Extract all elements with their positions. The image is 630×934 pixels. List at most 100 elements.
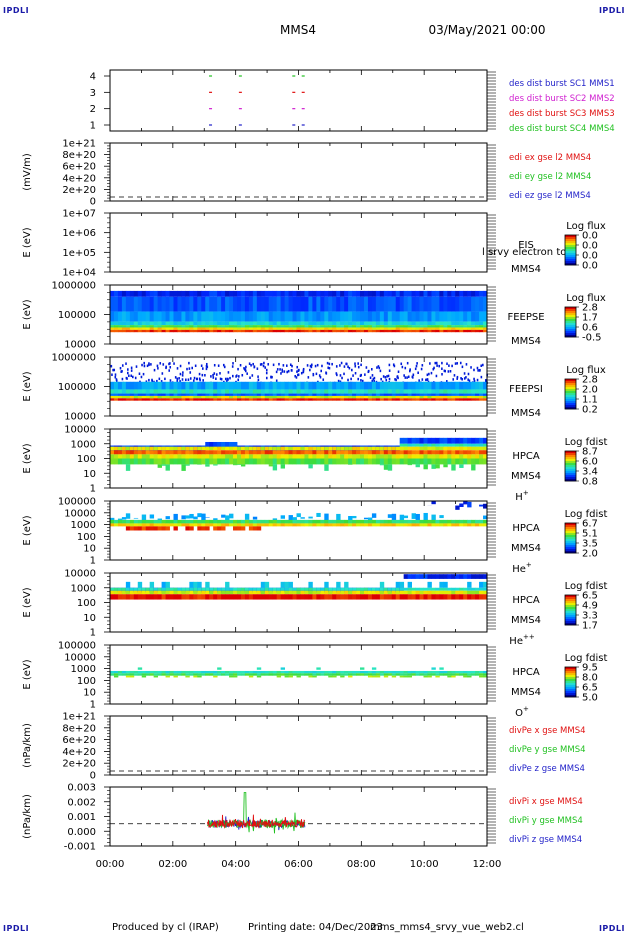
- spectrogram-cell: [125, 389, 131, 394]
- spectrogram-cell: [403, 590, 409, 595]
- spectrogram-cell: [252, 587, 258, 591]
- spectrogram-cell: [137, 395, 143, 399]
- spectrogram-cell: [391, 446, 397, 451]
- spectrogram-cell: [439, 590, 444, 595]
- spectrogram-cell: [475, 450, 480, 455]
- spectrogram-cell: [201, 381, 206, 390]
- spectrogram-cell: [189, 458, 194, 465]
- spectrogram-cell: [411, 437, 416, 444]
- spectrogram-cell: [248, 670, 254, 674]
- colorbar-segment: [565, 311, 576, 314]
- spectrogram-cell: [229, 519, 234, 524]
- spectrogram-cell: [185, 329, 190, 333]
- spectrogram-cell: [320, 381, 325, 390]
- spectrogram-cell: [111, 373, 113, 376]
- spectrogram-cell: [439, 296, 444, 312]
- spectrogram-cell: [276, 327, 282, 330]
- spectrogram-cell: [399, 675, 405, 678]
- spectrogram-cell: [229, 523, 234, 527]
- spectrogram-cell: [312, 373, 315, 377]
- spectrogram-cell: [205, 389, 210, 394]
- spectrogram-cell: [110, 393, 115, 396]
- spectrogram-cell: [157, 329, 162, 333]
- spectrogram-cell: [360, 363, 362, 367]
- spectrogram-cell: [165, 673, 170, 676]
- spectrogram-cell: [272, 393, 278, 396]
- spectrogram-cell: [308, 594, 313, 600]
- spectrogram-cell: [165, 450, 170, 455]
- spectrogram-cell: [292, 594, 297, 600]
- spectrogram-cell: [263, 361, 265, 365]
- spectrogram-cell: [193, 450, 198, 455]
- spectrogram-cell: [451, 523, 456, 527]
- spectrogram-cell: [153, 398, 159, 401]
- spectrogram-cell: [213, 590, 218, 595]
- spectrogram-cell: [443, 464, 448, 468]
- spectrogram-cell: [439, 389, 444, 394]
- spectrogram-cell: [340, 361, 343, 365]
- colorbar-frame: [564, 522, 577, 554]
- spectrogram-cell: [284, 290, 289, 297]
- spectrogram-cell: [236, 311, 242, 322]
- spectrogram-cell: [236, 389, 242, 394]
- spectrogram-cell: [169, 673, 174, 676]
- spectrogram-cell: [467, 296, 472, 312]
- spectrogram-cell: [308, 464, 313, 469]
- spectrogram-cell: [252, 523, 258, 527]
- spectrogram-cell: [399, 514, 405, 521]
- spectrogram-cell: [233, 296, 238, 312]
- spectrogram-cell: [288, 296, 293, 312]
- spectrogram-cell: [455, 296, 460, 312]
- spectrogram-cell: [352, 311, 357, 322]
- spectrogram-cell: [244, 329, 250, 333]
- spectrogram-cell: [399, 594, 405, 600]
- spectrogram-cell: [483, 673, 488, 676]
- spectrogram-cell: [153, 395, 159, 399]
- spectrogram-cell: [476, 366, 479, 370]
- spectrogram-cell: [158, 377, 161, 381]
- y-tick-label: 2e+20: [62, 185, 96, 196]
- spectrogram-cell: [252, 526, 258, 531]
- spectrogram-cell: [324, 290, 329, 297]
- spectrogram-cell: [229, 590, 234, 595]
- spectrogram-cell: [173, 296, 178, 312]
- colorbar-segment: [565, 613, 576, 616]
- spectrogram-cell: [177, 311, 182, 322]
- spectrogram-cell: [324, 450, 329, 455]
- spectrogram-cell: [308, 296, 313, 312]
- spectrogram-cell: [324, 321, 329, 326]
- spectrogram-cell: [455, 389, 460, 394]
- spectrogram-cell: [463, 377, 466, 380]
- spectrogram-cell: [427, 450, 432, 455]
- spectrogram-cell: [348, 290, 353, 297]
- spectrogram-cell: [137, 667, 143, 670]
- spectrogram-cell: [165, 395, 170, 399]
- spectrogram-cell: [213, 526, 218, 531]
- spectrogram-cell: [173, 381, 178, 390]
- spectrogram-cell: [391, 673, 397, 676]
- spectrogram-cell: [201, 526, 206, 531]
- spectrogram-cell: [177, 389, 182, 394]
- spectrogram-cell: [244, 670, 250, 674]
- spectrogram-cell: [240, 325, 246, 328]
- spectrogram-cell: [399, 325, 405, 328]
- spectrogram-cell: [352, 325, 357, 328]
- x-tick-label: 02:00: [158, 859, 187, 870]
- spectrogram-cell: [161, 594, 166, 600]
- colorbar-tick-label: 3.4: [582, 467, 598, 478]
- spectrogram-cell: [479, 673, 484, 676]
- spectrogram-cell: [375, 670, 381, 674]
- spectrogram-cell: [201, 590, 206, 595]
- spectrogram-cell: [367, 290, 373, 297]
- spectrogram-cell: [197, 290, 202, 297]
- spectrogram-cell: [260, 329, 266, 333]
- spectrogram-cell: [197, 311, 202, 322]
- spectrogram-cell: [280, 515, 286, 519]
- spectrogram-cell: [233, 329, 238, 333]
- spectrogram-cell: [306, 364, 309, 367]
- spectrogram-cell: [292, 327, 297, 330]
- spectrogram-cell: [447, 327, 452, 330]
- spectrogram-cell: [435, 393, 440, 396]
